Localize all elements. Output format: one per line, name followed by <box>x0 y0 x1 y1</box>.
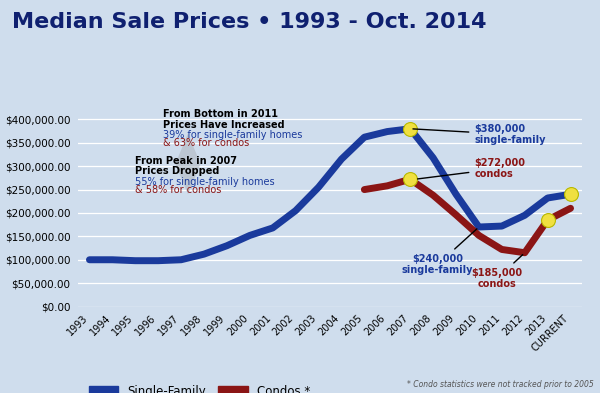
Text: & 63% for condos: & 63% for condos <box>163 138 249 149</box>
Text: 39% for single-family homes: 39% for single-family homes <box>163 130 302 140</box>
Text: $185,000
condos: $185,000 condos <box>472 255 523 289</box>
Text: $240,000
single-family: $240,000 single-family <box>402 229 477 275</box>
Text: From Bottom in 2011: From Bottom in 2011 <box>163 109 278 119</box>
Text: Prices Dropped: Prices Dropped <box>135 167 220 176</box>
Text: Median Sale Prices • 1993 - Oct. 2014: Median Sale Prices • 1993 - Oct. 2014 <box>12 12 487 32</box>
Text: Prices Have Increased: Prices Have Increased <box>163 120 284 130</box>
Text: $272,000
condos: $272,000 condos <box>418 158 526 179</box>
Text: & 58% for condos: & 58% for condos <box>135 185 221 195</box>
Text: $380,000
single-family: $380,000 single-family <box>413 123 546 145</box>
Text: From Peak in 2007: From Peak in 2007 <box>135 156 237 166</box>
Polygon shape <box>175 134 200 194</box>
Text: 55% for single-family homes: 55% for single-family homes <box>135 177 275 187</box>
Legend: Single-Family, Condos *: Single-Family, Condos * <box>84 380 315 393</box>
Text: * Condo statistics were not tracked prior to 2005: * Condo statistics were not tracked prio… <box>407 380 594 389</box>
